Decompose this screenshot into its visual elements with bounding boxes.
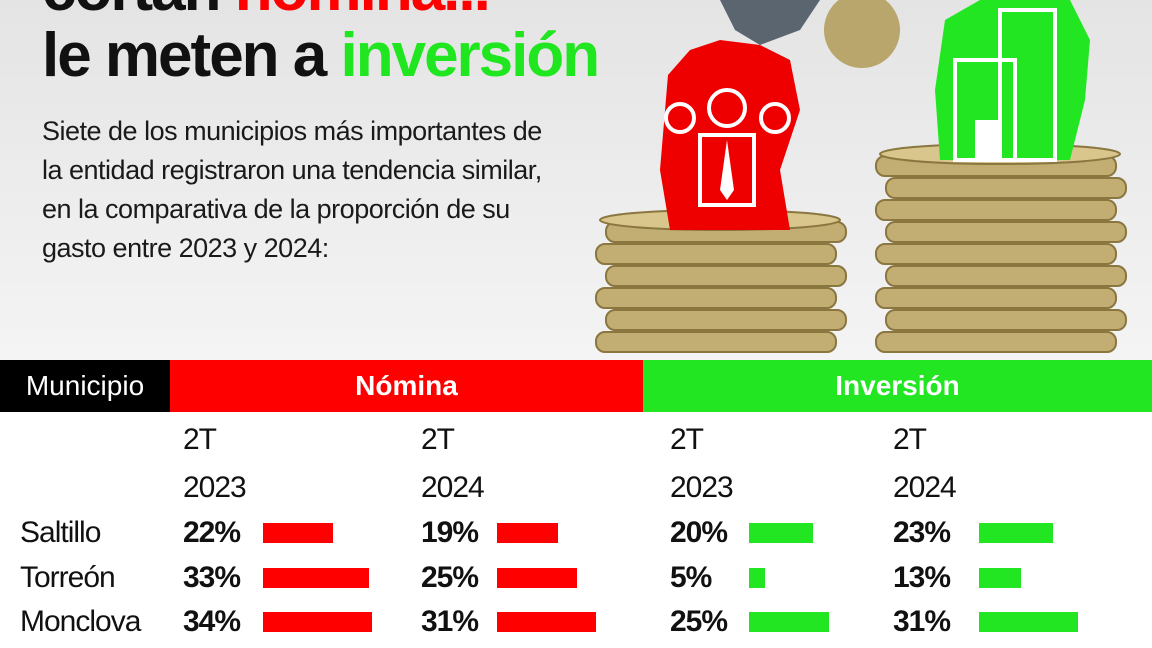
coins-illustration: [595, 0, 1127, 353]
municipio-name: Torreón: [20, 561, 116, 594]
header-nomina: Nómina: [170, 360, 643, 412]
headline-text: cortan: [42, 0, 235, 24]
period-quarter: 2T: [893, 423, 927, 456]
coin: [885, 221, 1127, 243]
coin: [875, 199, 1117, 221]
value-bar: [979, 568, 1021, 588]
value-bar: [749, 523, 813, 543]
period-year: 2024: [893, 471, 957, 504]
coin: [605, 265, 847, 287]
header-inversion: Inversión: [643, 360, 1152, 412]
intro-text: Siete de los municipios más importantes …: [42, 116, 542, 263]
headline-highlight-nomina: nómina...: [235, 0, 491, 24]
municipio-name: Monclova: [20, 605, 141, 638]
hand-icon: [720, 0, 820, 45]
coin: [595, 287, 837, 309]
red-coin-stack-icon: [595, 209, 847, 353]
period-quarter: 2T: [670, 423, 704, 456]
value-bar: [263, 568, 369, 588]
value-bar: [979, 612, 1079, 632]
header-municipio: Municipio: [0, 360, 170, 412]
headline-text: le meten a: [42, 21, 341, 90]
coin: [595, 331, 837, 353]
value-bar: [263, 523, 334, 543]
green-coin-stack-icon: [875, 143, 1127, 353]
percent-label: 22%: [183, 516, 241, 549]
buildings-icon: [935, 0, 1090, 162]
coin: [885, 265, 1127, 287]
payroll-people-icon: [660, 40, 800, 230]
percent-label: 5%: [670, 561, 712, 594]
value-bar: [749, 612, 829, 632]
percent-label: 25%: [670, 605, 728, 638]
value-bar: [497, 612, 597, 632]
coin: [875, 243, 1117, 265]
percent-label: 23%: [893, 516, 951, 549]
value-bar: [979, 523, 1053, 543]
value-bar: [497, 523, 558, 543]
coin: [885, 177, 1127, 199]
period-year: 2023: [670, 471, 734, 504]
value-bar: [749, 568, 765, 588]
percent-label: 31%: [421, 605, 479, 638]
coin: [595, 243, 837, 265]
coin: [885, 309, 1127, 331]
period-quarter: 2T: [421, 423, 455, 456]
percent-label: 13%: [893, 561, 951, 594]
headline-highlight-inversion: inversión: [340, 21, 600, 90]
falling-coin-icon: [824, 0, 900, 68]
percent-label: 33%: [183, 561, 241, 594]
coin: [875, 331, 1117, 353]
percent-label: 31%: [893, 605, 951, 638]
value-bar: [263, 612, 372, 632]
percent-label: 20%: [670, 516, 728, 549]
coin: [875, 287, 1117, 309]
value-bar: [497, 568, 577, 588]
period-quarter: 2T: [183, 423, 217, 456]
percent-label: 25%: [421, 561, 479, 594]
headline-line-1: cortan nómina...: [42, 0, 491, 21]
percent-label: 34%: [183, 605, 241, 638]
municipio-name: Saltillo: [20, 516, 101, 549]
percent-label: 19%: [421, 516, 479, 549]
period-year: 2024: [421, 471, 485, 504]
period-year: 2023: [183, 471, 247, 504]
headline-line-2: le meten a inversión: [42, 25, 600, 87]
coin: [605, 309, 847, 331]
